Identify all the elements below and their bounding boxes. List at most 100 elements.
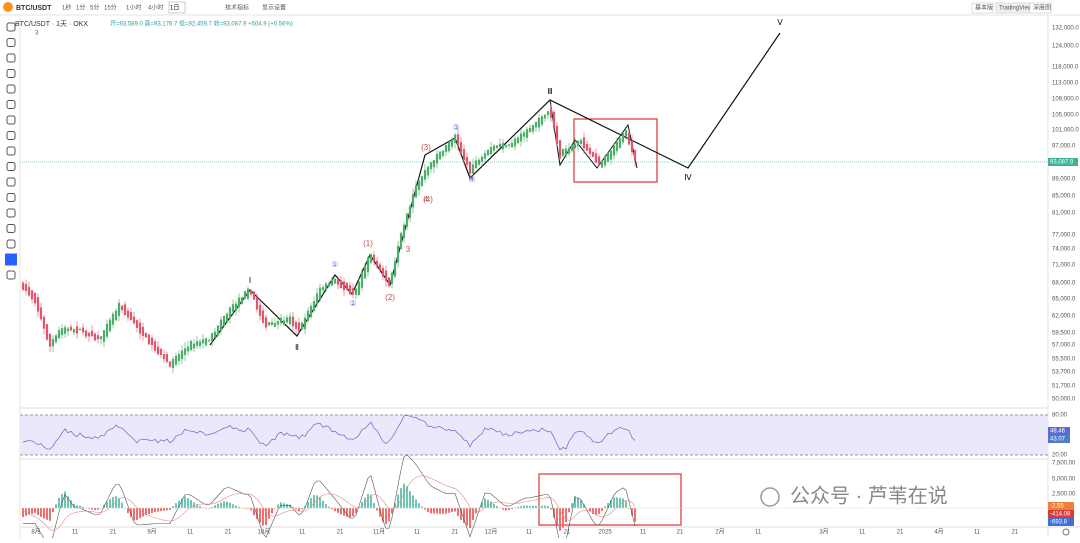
candle-body <box>349 285 351 294</box>
candle-body <box>529 128 531 132</box>
candle-body <box>511 143 513 147</box>
candle-body <box>292 317 294 327</box>
view-tab-label[interactable]: 基本版 <box>975 4 993 12</box>
macd-histogram <box>298 508 300 511</box>
macd-histogram <box>373 503 375 508</box>
time-tick-label: 12月 <box>485 529 498 536</box>
wave-label: Ⅰ <box>249 276 251 285</box>
candle-body <box>25 284 27 291</box>
macd-histogram <box>556 508 558 525</box>
price-tick-label: 118,000.0 <box>1052 65 1079 71</box>
macd-histogram <box>127 508 129 513</box>
candle-body <box>217 326 219 336</box>
price-tick-label: 57,000.0 <box>1052 343 1076 349</box>
candle-body <box>166 354 168 362</box>
time-tick-label: 11 <box>974 530 981 536</box>
candle-body <box>250 290 252 294</box>
timeframe[interactable]: 1秒 <box>62 4 71 12</box>
rsi-badge-value: 43.07 <box>1050 437 1066 443</box>
time-tick-label: 2025 <box>598 530 612 536</box>
candle-body <box>622 133 624 142</box>
candle-body <box>562 149 564 156</box>
candle-body <box>628 133 630 145</box>
macd-histogram <box>487 500 489 508</box>
price-tick-label: 68,000.0 <box>1052 281 1076 287</box>
candle-body <box>571 145 573 151</box>
macd-histogram <box>187 498 189 508</box>
timeframe[interactable]: 4小时 <box>148 4 163 12</box>
macd-histogram <box>184 496 186 508</box>
wave-label: ① <box>331 260 338 269</box>
candle-body <box>439 151 441 159</box>
wave-label: 3 <box>406 245 411 254</box>
candle-body <box>232 304 234 311</box>
candle-body <box>253 291 255 299</box>
candle-body <box>106 324 108 337</box>
macd-histogram <box>319 497 321 508</box>
macd-histogram <box>445 508 447 514</box>
macd-histogram <box>577 498 579 509</box>
wave-label: (3) <box>421 143 431 152</box>
candle-body <box>301 323 303 329</box>
candle-body <box>172 359 174 368</box>
candle-body <box>589 148 591 154</box>
macd-histogram <box>175 503 177 508</box>
macd-histogram <box>625 501 627 508</box>
candle-body <box>376 261 378 267</box>
candle-body <box>541 116 543 124</box>
macd-histogram <box>163 508 165 511</box>
view-tab-label[interactable]: TradingView <box>999 6 1033 12</box>
macd-histogram <box>349 508 351 518</box>
candle-body <box>268 322 270 325</box>
timeframe[interactable]: 15分 <box>104 4 117 12</box>
candle-body <box>160 349 162 355</box>
wave-label: Ⅳ <box>684 173 692 182</box>
timeframe[interactable]: 5分 <box>90 4 99 12</box>
macd-tick-label: 5,000.00 <box>1052 477 1076 483</box>
macd-histogram <box>232 504 234 508</box>
macd-histogram <box>133 508 135 520</box>
candle-body <box>238 298 240 308</box>
macd-histogram <box>340 508 342 514</box>
indicators-button[interactable]: 技术指标 <box>225 4 249 12</box>
display-button[interactable]: 显示设置 <box>262 4 286 12</box>
candle-body <box>40 308 42 320</box>
timeframe[interactable]: 1小时 <box>126 4 141 12</box>
candle-body <box>397 246 399 263</box>
candle-body <box>502 143 504 149</box>
macd-histogram <box>307 502 309 509</box>
candle-body <box>142 327 144 336</box>
timeframe[interactable]: 1日 <box>170 5 179 12</box>
macd-histogram <box>160 508 162 511</box>
candle-body <box>463 149 465 160</box>
candle-body <box>427 166 429 175</box>
time-tick-label: 21 <box>452 530 459 536</box>
macd-histogram <box>427 508 429 512</box>
candle-body <box>304 318 306 330</box>
macd-histogram <box>454 508 456 512</box>
candle-body <box>559 140 561 158</box>
candle-body <box>592 152 594 157</box>
candle-body <box>307 311 309 321</box>
candle-body <box>31 290 33 299</box>
candle-body <box>157 347 159 355</box>
view-tab-label[interactable]: 深度图 <box>1033 4 1051 12</box>
candle-body <box>361 272 363 287</box>
candle-body <box>490 147 492 154</box>
candle-body <box>115 311 117 320</box>
timeframe[interactable]: 1分 <box>76 4 85 12</box>
time-tick-label: 11 <box>526 530 533 536</box>
candle-body <box>46 324 48 339</box>
candle-body <box>424 170 426 180</box>
candle-body <box>436 154 438 163</box>
candle-body <box>136 320 138 328</box>
candle-body <box>109 320 111 332</box>
macd-histogram <box>226 502 228 509</box>
candle-body <box>43 317 45 329</box>
macd-histogram <box>283 503 285 508</box>
macd-histogram <box>136 508 138 520</box>
rsi-tick-label: 20.00 <box>1052 453 1068 459</box>
candle-body <box>169 361 171 366</box>
candle-body <box>325 283 327 289</box>
symbol[interactable]: BTC/USDT <box>16 5 52 12</box>
